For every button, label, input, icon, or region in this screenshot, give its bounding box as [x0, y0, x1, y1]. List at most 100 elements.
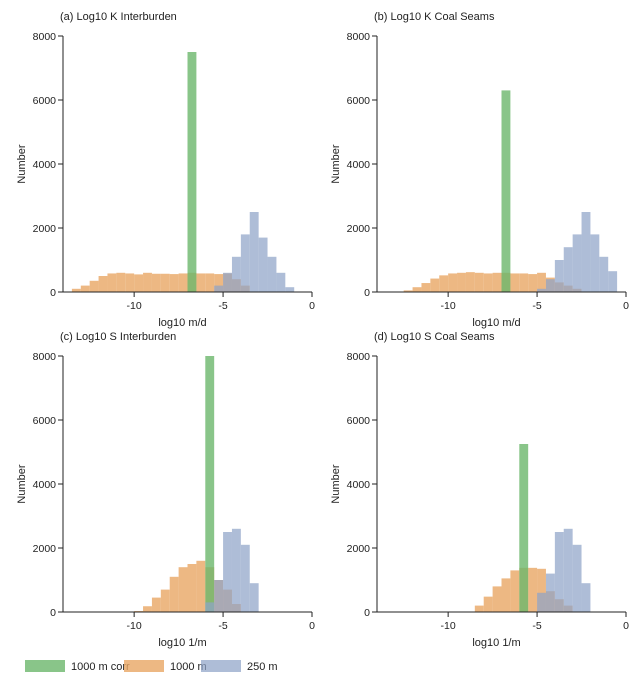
bar [169, 576, 179, 612]
bar [205, 602, 215, 612]
y-axis-label: Number [330, 464, 342, 503]
x-tick-label: -5 [532, 620, 541, 632]
bar [231, 256, 241, 292]
y-tick-label: 2000 [33, 223, 57, 235]
series-corr [205, 356, 215, 612]
bar [421, 283, 431, 292]
bar [187, 564, 197, 612]
bar [519, 273, 529, 292]
bar [223, 532, 232, 612]
chart-title: (c) Log10 S Interburden [60, 331, 176, 343]
chart-panel-3: (c) Log10 S Interburden -10 -5 0 0 2000 4000 60… [16, 331, 315, 649]
y-tick-label: 0 [50, 607, 56, 619]
y-tick-label: 2000 [33, 543, 57, 555]
legend-label: 250 m [247, 661, 278, 673]
bar [249, 212, 259, 292]
bar [430, 278, 440, 292]
bar [599, 256, 609, 292]
x-tick-label: -10 [127, 620, 142, 632]
bar [510, 273, 520, 292]
series-m250 [205, 528, 259, 612]
chart-panel-2: (b) Log10 K Coal Seams -10 -5 0 0 2000 4000 600… [330, 11, 629, 329]
y-axis-label: Number [330, 144, 342, 183]
bar [143, 606, 152, 612]
bar [276, 272, 286, 292]
x-axis-label: log10 1/m [158, 637, 206, 649]
bar [125, 273, 135, 292]
bar [267, 256, 277, 292]
bar [457, 272, 466, 292]
bar [483, 596, 493, 612]
bar [151, 597, 161, 612]
legend-label: 1000 m [170, 661, 207, 673]
y-tick-label: 6000 [347, 95, 371, 107]
bar [80, 285, 90, 292]
y-tick-label: 8000 [347, 351, 371, 363]
bar [196, 560, 206, 612]
bar [537, 568, 546, 612]
x-axis-label: log10 m/d [472, 317, 520, 329]
y-tick-label: 2000 [347, 223, 371, 235]
y-tick-label: 4000 [347, 479, 371, 491]
bar [519, 444, 529, 612]
x-tick-label: -5 [532, 300, 541, 312]
bar [537, 272, 546, 292]
bar [537, 288, 546, 292]
bar [231, 528, 241, 612]
bar [187, 52, 197, 292]
legend-swatch [25, 660, 65, 672]
bar [151, 273, 161, 292]
legend-item-m1000: 1000 m [124, 660, 207, 673]
y-tick-label: 2000 [347, 543, 371, 555]
legend-swatch [124, 660, 164, 672]
bar [71, 288, 81, 292]
y-tick-label: 8000 [347, 31, 371, 43]
y-tick-label: 8000 [33, 351, 57, 363]
series-m250 [537, 528, 591, 612]
bar [214, 580, 224, 612]
bar [608, 271, 618, 292]
bar [178, 567, 188, 612]
bar [214, 274, 224, 292]
bar [528, 567, 538, 612]
series-corr [519, 444, 529, 612]
bar [492, 586, 502, 612]
bar [205, 356, 215, 612]
chart-title: (b) Log10 K Coal Seams [374, 11, 495, 23]
legend-item-corr: 1000 m corr [25, 660, 130, 673]
bar [590, 234, 600, 292]
x-axis-label: log10 m/d [158, 317, 206, 329]
bar [89, 280, 99, 292]
y-tick-label: 0 [364, 607, 370, 619]
series-corr [187, 52, 197, 292]
bar [439, 275, 449, 292]
y-axis-label: Number [16, 144, 28, 183]
bar [554, 260, 564, 292]
y-tick-label: 4000 [33, 479, 57, 491]
bar [501, 90, 511, 293]
bar [581, 583, 591, 612]
bar [205, 273, 215, 292]
bar [258, 237, 268, 292]
bar [160, 273, 170, 292]
x-tick-label: 0 [623, 620, 629, 632]
bar [249, 583, 259, 612]
x-tick-label: -5 [218, 620, 227, 632]
bar [448, 273, 458, 292]
bar [223, 272, 232, 292]
bar [412, 287, 422, 292]
bar [510, 570, 520, 612]
bar [474, 272, 484, 292]
x-tick-label: -5 [218, 300, 227, 312]
y-tick-label: 8000 [33, 31, 57, 43]
bar [160, 589, 170, 612]
bar [178, 273, 188, 292]
bar [554, 532, 564, 612]
bar [134, 274, 144, 292]
bar [107, 273, 117, 292]
y-tick-label: 4000 [33, 159, 57, 171]
legend-label: 1000 m corr [71, 661, 130, 673]
bar [563, 528, 573, 612]
x-tick-label: -10 [441, 300, 456, 312]
